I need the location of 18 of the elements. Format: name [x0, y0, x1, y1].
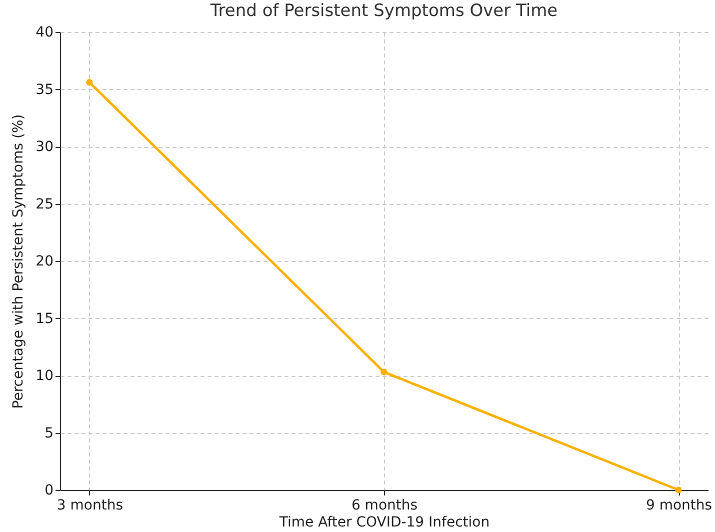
y-tick-label: 0: [44, 482, 54, 498]
y-tick-label: 30: [36, 139, 54, 155]
x-tick-label: 9 months: [646, 498, 712, 514]
y-tick-label: 35: [36, 82, 54, 98]
y-tick-label: 20: [36, 254, 54, 270]
y-tick-label: 15: [36, 310, 54, 327]
x-axis-title: Time After COVID-19 Infection: [278, 514, 490, 530]
y-tick-label: 5: [44, 425, 54, 442]
y-tick-label: 10: [36, 368, 54, 384]
chart-title: Trend of Persistent Symptoms Over Time: [209, 1, 558, 21]
point: [86, 79, 93, 86]
x-tick-label: 6 months: [351, 498, 418, 514]
point: [380, 368, 388, 376]
y-axis-title: Percentage with Persistent Symptoms (%): [10, 114, 27, 409]
y-tick-label: 40: [36, 24, 54, 40]
x-tick-label: 3 months: [56, 498, 123, 514]
y-tick-label: 25: [36, 196, 54, 212]
point: [675, 486, 682, 494]
